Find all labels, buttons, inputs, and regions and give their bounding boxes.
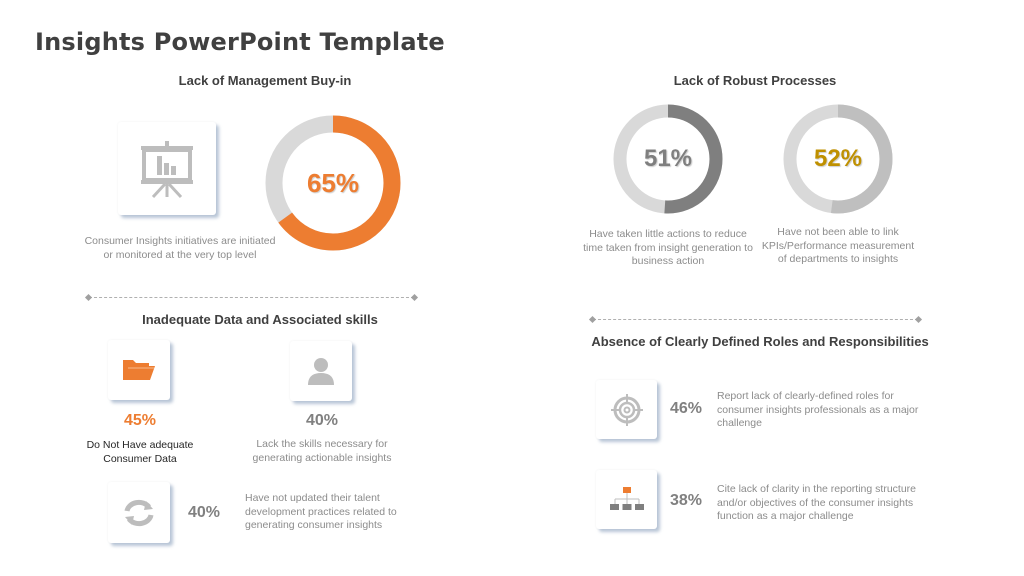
folder-caption: Do Not Have adequate Consumer Data	[86, 439, 194, 465]
person-caption: Lack the skills necessary for generating…	[252, 438, 392, 464]
person-icon-box	[290, 341, 352, 401]
target-value-text: 46%	[670, 400, 703, 417]
divider-dot-icon	[84, 293, 93, 302]
divider-dot-icon	[410, 293, 419, 302]
donut-value-actions: 51%	[643, 145, 693, 172]
section-title-roles: Absence of Clearly Defined Roles and Res…	[591, 334, 929, 349]
org-value-text: 38%	[670, 492, 703, 509]
target-caption: Report lack of clearly-defined roles for…	[717, 390, 919, 429]
refresh-value-text: 40%	[188, 504, 221, 521]
folder-icon-box	[108, 340, 170, 400]
divider-left	[84, 293, 419, 302]
org-value: 38%	[670, 492, 702, 510]
refresh-icon	[124, 499, 154, 526]
org-chart-icon	[609, 486, 644, 510]
refresh-value: 40%	[188, 504, 220, 522]
donut-chart-management	[265, 115, 401, 251]
refresh-icon-box	[108, 482, 170, 543]
target-icon-box	[596, 380, 657, 439]
actions-caption: Have taken little actions to reduce time…	[583, 228, 753, 267]
divider-right	[588, 315, 923, 324]
folder-icon	[123, 360, 155, 380]
section-title-processes: Lack of Robust Processes	[673, 73, 837, 88]
section-title-management: Lack of Management Buy-in	[178, 73, 352, 88]
folder-value: 45%	[123, 412, 157, 429]
donut-chart-kpis	[783, 104, 893, 214]
presentation-icon-box	[118, 122, 216, 215]
section-title-data-skills: Inadequate Data and Associated skills	[142, 312, 378, 327]
donut-value-management: 65%	[306, 167, 360, 198]
kpis-caption: Have not been able to link KPIs/Performa…	[761, 226, 915, 265]
target-icon	[610, 393, 643, 426]
org-caption: Cite lack of clarity in the reporting st…	[717, 483, 916, 522]
refresh-caption: Have not updated their talent developmen…	[245, 492, 397, 531]
person-icon	[308, 358, 334, 385]
page-title: Insights PowerPoint Template	[35, 28, 445, 56]
presentation-chart-icon	[141, 140, 193, 198]
target-value: 46%	[670, 400, 702, 418]
management-caption: Consumer Insights initiatives are initia…	[84, 235, 276, 261]
person-value: 40%	[282, 412, 362, 430]
divider-dot-icon	[588, 315, 597, 324]
person-value-text: 40%	[305, 412, 339, 429]
donut-value-kpis: 52%	[813, 145, 863, 172]
divider-dot-icon	[914, 315, 923, 324]
org-chart-icon-box	[596, 470, 657, 529]
donut-chart-actions	[613, 104, 723, 214]
